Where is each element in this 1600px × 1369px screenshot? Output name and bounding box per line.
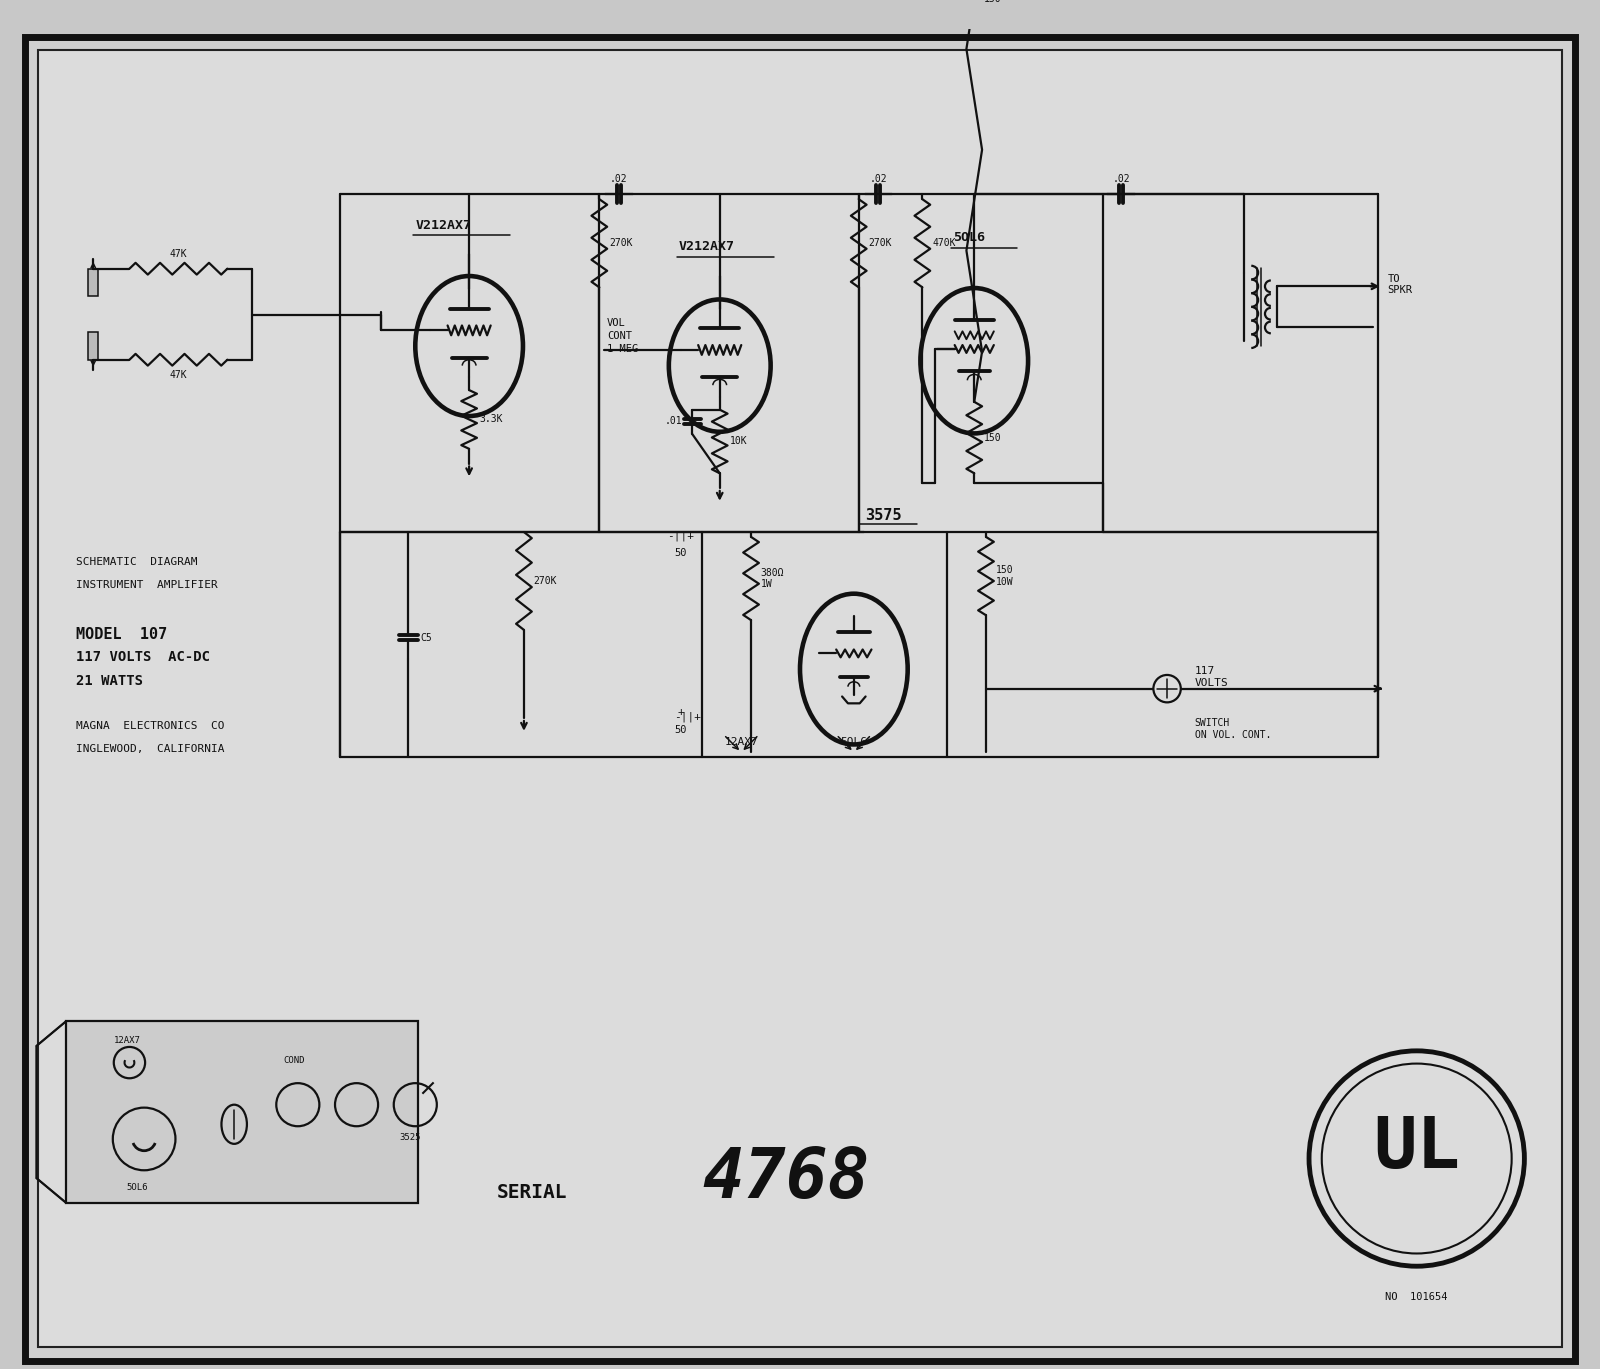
- Text: SERIAL: SERIAL: [496, 1183, 566, 1202]
- Text: 380Ω
1W: 380Ω 1W: [762, 568, 784, 589]
- Text: 117
VOLTS: 117 VOLTS: [1195, 667, 1229, 687]
- Bar: [66, 1021, 418, 1202]
- Text: .01: .01: [666, 416, 683, 426]
- Text: MODEL  107: MODEL 107: [75, 627, 166, 642]
- Text: 50: 50: [674, 548, 686, 557]
- Text: INSTRUMENT  AMPLIFIER: INSTRUMENT AMPLIFIER: [75, 580, 218, 590]
- Text: 21 WATTS: 21 WATTS: [75, 674, 142, 689]
- Text: 470K: 470K: [933, 238, 955, 248]
- Text: 117 VOLTS  AC-DC: 117 VOLTS AC-DC: [75, 650, 210, 664]
- Text: 12AX7: 12AX7: [725, 738, 758, 747]
- Text: 270K: 270K: [610, 238, 632, 248]
- Text: VOL
CONT
1 MEG: VOL CONT 1 MEG: [606, 318, 638, 355]
- Text: 5OL6: 5OL6: [840, 738, 867, 747]
- Text: 47K: 47K: [170, 249, 187, 259]
- Bar: [88, 333, 98, 360]
- Text: 3.3K: 3.3K: [478, 415, 502, 424]
- Text: 50: 50: [674, 724, 686, 735]
- Text: TO
SPKR: TO SPKR: [1387, 274, 1413, 296]
- Text: V212AX7: V212AX7: [416, 219, 472, 231]
- Text: 3525: 3525: [400, 1134, 421, 1142]
- Text: 47K: 47K: [170, 370, 187, 379]
- Text: .02: .02: [869, 174, 886, 183]
- Text: 5OL6: 5OL6: [952, 231, 984, 244]
- Text: 12AX7: 12AX7: [114, 1036, 141, 1045]
- Text: 4768: 4768: [702, 1146, 870, 1213]
- Text: 150: 150: [984, 433, 1002, 442]
- Text: UL: UL: [1373, 1114, 1461, 1183]
- Text: 150: 150: [984, 0, 1002, 4]
- Text: +: +: [677, 706, 683, 717]
- Text: C5: C5: [421, 632, 432, 643]
- Text: .02: .02: [1112, 174, 1130, 183]
- Bar: [88, 268, 98, 296]
- Text: 270K: 270K: [534, 576, 557, 586]
- Text: INGLEWOOD,  CALIFORNIA: INGLEWOOD, CALIFORNIA: [75, 745, 224, 754]
- Text: -||+: -||+: [674, 711, 701, 721]
- Text: SWITCH
ON VOL. CONT.: SWITCH ON VOL. CONT.: [1195, 717, 1270, 739]
- Text: 150
10W: 150 10W: [995, 565, 1013, 587]
- Text: 5OL6: 5OL6: [126, 1183, 149, 1192]
- Text: .02: .02: [610, 174, 627, 183]
- Text: 270K: 270K: [869, 238, 893, 248]
- Text: MAGNA  ELECTRONICS  CO: MAGNA ELECTRONICS CO: [75, 721, 224, 731]
- Text: V212AX7: V212AX7: [678, 240, 734, 253]
- Text: SCHEMATIC  DIAGRAM: SCHEMATIC DIAGRAM: [75, 557, 197, 567]
- Text: COND: COND: [283, 1055, 304, 1065]
- Text: 10K: 10K: [730, 437, 747, 446]
- Text: -||+: -||+: [667, 531, 694, 541]
- Text: NO  101654: NO 101654: [1386, 1292, 1448, 1302]
- Text: 3575: 3575: [866, 508, 901, 523]
